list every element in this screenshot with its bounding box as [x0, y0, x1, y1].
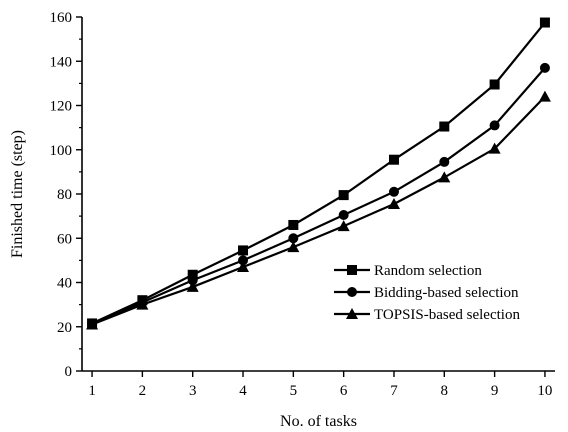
x-tick-label: 5	[290, 383, 298, 399]
triangle-marker	[438, 171, 451, 183]
series-3	[86, 90, 551, 330]
circle-marker	[288, 233, 299, 244]
series-1	[87, 17, 550, 329]
legend-item: Random selection	[334, 263, 482, 279]
series-line	[91, 67, 546, 325]
x-tick-label: 4	[239, 383, 247, 399]
square-marker	[388, 154, 399, 165]
y-tick-label: 40	[57, 276, 72, 292]
triangle-marker	[86, 318, 99, 330]
series-line	[91, 95, 546, 326]
legend: Random selection Bidding-based selection T…	[334, 263, 520, 323]
triangle-marker	[346, 308, 358, 319]
legend-label: TOPSIS-based selection	[374, 307, 520, 323]
legend-label: Random selection	[374, 263, 482, 279]
y-tick-label: 20	[57, 320, 72, 336]
x-tick-label: 6	[340, 383, 348, 399]
x-tick-label: 2	[139, 383, 147, 399]
square-marker	[238, 245, 249, 256]
triangle-marker	[186, 280, 199, 292]
circle-marker	[347, 287, 357, 297]
y-tick-label: 60	[57, 231, 72, 247]
circle-marker	[238, 255, 249, 266]
legend-item: TOPSIS-based selection	[334, 307, 520, 323]
x-tick-label: 1	[88, 383, 96, 399]
y-tick-label: 120	[50, 99, 73, 115]
y-tick-label: 80	[57, 187, 72, 203]
y-axis-title: Finished time (step)	[9, 130, 26, 258]
square-marker	[539, 17, 550, 28]
square-marker	[288, 219, 299, 230]
legend-label: Bidding-based selection	[374, 285, 519, 301]
circle-marker	[489, 120, 500, 131]
square-marker	[187, 269, 198, 280]
x-tick-label: 9	[491, 383, 499, 399]
series-layer	[86, 17, 551, 330]
axes-layer	[81, 17, 555, 372]
triangle-marker	[387, 197, 400, 209]
y-tick-label: 160	[50, 10, 73, 26]
square-marker	[439, 121, 450, 132]
series-line	[91, 21, 546, 325]
x-tick-label: 3	[189, 383, 197, 399]
circle-marker	[338, 210, 349, 221]
ticks-layer: 0 20 40 60 80 100 120 140 160 1 2 3 4 5 6 7 8 9 10	[50, 10, 553, 399]
x-tick-label: 10	[537, 383, 552, 399]
y-tick-label: 140	[50, 54, 73, 70]
triangle-marker	[337, 220, 350, 232]
x-axis-title: No. of tasks	[280, 413, 357, 430]
circle-marker	[388, 186, 399, 197]
triangle-marker	[538, 90, 551, 102]
circle-marker	[439, 156, 450, 167]
x-tick-label: 7	[390, 383, 398, 399]
triangle-marker	[488, 142, 501, 154]
square-marker	[489, 79, 500, 90]
legend-item: Bidding-based selection	[334, 285, 519, 301]
y-tick-label: 100	[50, 143, 73, 159]
circle-marker	[539, 62, 550, 73]
square-marker	[338, 190, 349, 201]
triangle-marker	[237, 261, 250, 273]
circle-marker	[187, 275, 198, 286]
y-tick-label: 0	[65, 364, 73, 380]
triangle-marker	[136, 298, 149, 310]
x-tick-label: 8	[441, 383, 449, 399]
square-marker	[347, 265, 357, 275]
triangle-marker	[287, 241, 300, 253]
